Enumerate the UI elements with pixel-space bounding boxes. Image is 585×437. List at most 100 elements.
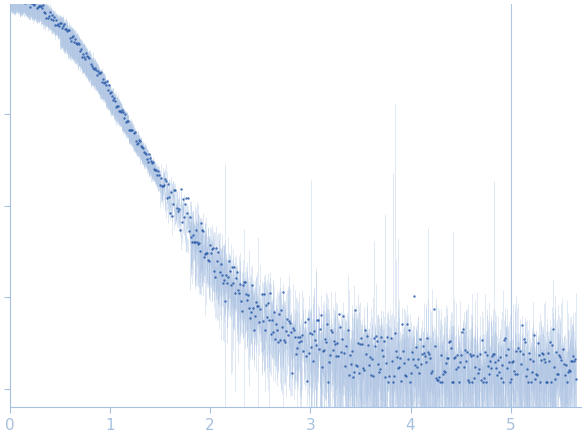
Point — [423, 335, 432, 342]
Point — [55, 19, 64, 26]
Point — [156, 182, 165, 189]
Point — [87, 62, 96, 69]
Point — [314, 346, 324, 353]
Point — [53, 21, 63, 28]
Point — [336, 323, 345, 330]
Point — [344, 371, 353, 378]
Point — [374, 361, 383, 368]
Point — [192, 239, 202, 246]
Point — [497, 361, 507, 368]
Point — [236, 298, 246, 305]
Point — [123, 117, 132, 124]
Point — [20, 0, 30, 7]
Point — [180, 201, 190, 208]
Point — [398, 347, 408, 354]
Point — [360, 327, 370, 334]
Point — [481, 378, 490, 385]
Point — [345, 351, 355, 358]
Point — [243, 297, 252, 304]
Point — [171, 186, 180, 193]
Point — [111, 97, 120, 104]
Point — [208, 246, 217, 253]
Point — [219, 277, 228, 284]
Point — [378, 353, 388, 360]
Point — [333, 340, 342, 347]
Point — [46, 15, 55, 22]
Point — [107, 92, 116, 99]
Point — [340, 350, 349, 357]
Point — [383, 333, 392, 340]
Point — [392, 354, 401, 361]
Point — [391, 348, 400, 355]
Point — [229, 264, 239, 271]
Point — [517, 322, 526, 329]
Point — [381, 374, 390, 381]
Point — [497, 375, 506, 382]
Point — [430, 343, 439, 350]
Point — [247, 309, 256, 316]
Point — [126, 127, 135, 134]
Point — [202, 250, 212, 257]
Point — [292, 344, 302, 351]
Point — [295, 339, 304, 346]
Point — [27, 0, 37, 1]
Point — [523, 378, 532, 385]
Point — [277, 323, 287, 330]
Point — [415, 369, 424, 376]
Point — [302, 377, 311, 384]
Point — [127, 127, 136, 134]
Point — [12, 0, 22, 3]
Point — [164, 180, 173, 187]
Point — [272, 327, 281, 334]
Point — [136, 142, 145, 149]
Point — [144, 151, 153, 158]
Point — [505, 378, 515, 385]
Point — [554, 371, 563, 378]
Point — [519, 335, 528, 342]
Point — [495, 353, 505, 360]
Point — [195, 247, 205, 254]
Point — [152, 166, 161, 173]
Point — [359, 367, 369, 374]
Point — [427, 369, 436, 376]
Point — [450, 353, 460, 360]
Point — [74, 40, 83, 47]
Point — [177, 218, 186, 225]
Point — [210, 267, 219, 274]
Point — [370, 343, 380, 350]
Point — [235, 281, 245, 288]
Point — [164, 193, 174, 200]
Point — [160, 176, 170, 183]
Point — [182, 209, 191, 216]
Point — [288, 325, 298, 332]
Point — [254, 302, 263, 309]
Point — [199, 253, 209, 260]
Point — [231, 275, 240, 282]
Point — [125, 126, 134, 133]
Point — [173, 208, 182, 215]
Point — [108, 97, 118, 104]
Point — [263, 300, 273, 307]
Point — [566, 358, 576, 365]
Point — [50, 22, 59, 29]
Point — [401, 373, 411, 380]
Point — [507, 376, 516, 383]
Point — [82, 50, 91, 57]
Point — [362, 333, 371, 340]
Point — [245, 305, 254, 312]
Point — [160, 181, 169, 188]
Point — [246, 315, 255, 322]
Point — [355, 341, 364, 348]
Point — [60, 25, 70, 32]
Point — [455, 378, 464, 385]
Point — [369, 372, 378, 379]
Point — [198, 227, 208, 234]
Point — [521, 372, 531, 379]
Point — [191, 226, 201, 233]
Point — [261, 302, 270, 309]
Point — [442, 355, 452, 362]
Point — [85, 54, 94, 61]
Point — [105, 89, 115, 96]
Point — [183, 194, 192, 201]
Point — [206, 242, 215, 249]
